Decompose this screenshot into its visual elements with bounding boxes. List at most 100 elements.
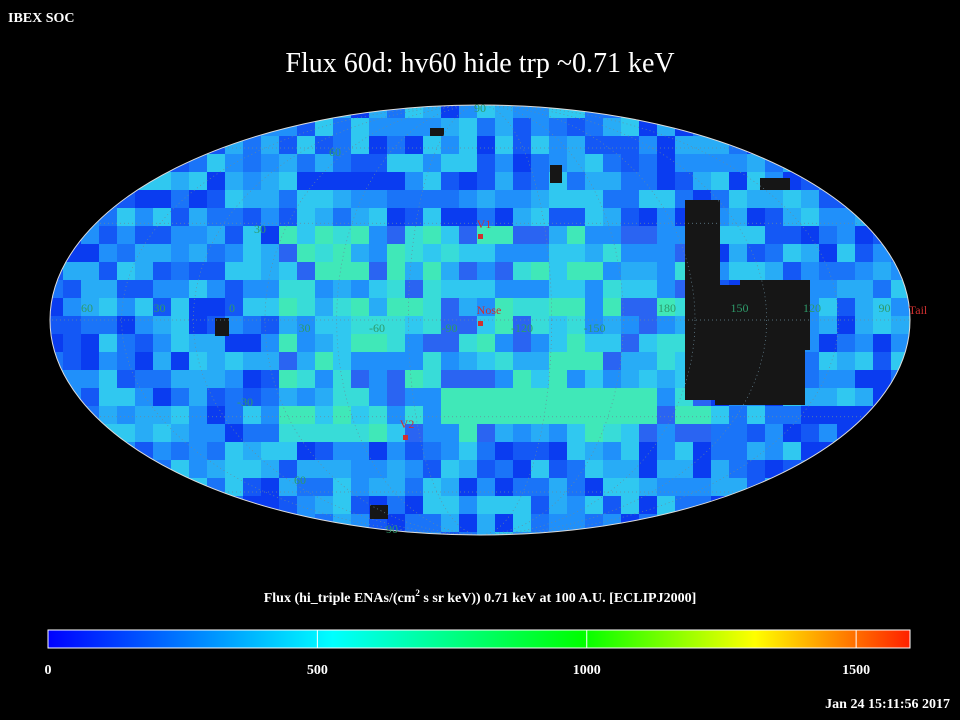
sky-pixel — [711, 478, 730, 497]
colorbar-tick-label: 1000 — [573, 663, 601, 678]
sky-pixel — [567, 262, 586, 281]
sky-pixel — [207, 154, 226, 173]
sky-pixel — [261, 105, 280, 119]
sky-pixel — [189, 244, 208, 263]
sky-pixel — [693, 406, 712, 425]
sky-pixel — [225, 478, 244, 497]
sky-pixel — [81, 154, 100, 173]
sky-pixel — [639, 154, 658, 173]
sky-pixel — [657, 406, 676, 425]
marker-label: V2 — [400, 417, 415, 431]
sky-pixel — [585, 334, 604, 353]
sky-pixel — [639, 496, 658, 515]
sky-pixel — [261, 190, 280, 209]
sky-pixel — [63, 262, 82, 281]
lat-label: 60 — [294, 473, 306, 487]
sky-pixel — [513, 208, 532, 227]
sky-pixel — [819, 244, 838, 263]
sky-pixel — [441, 136, 460, 155]
sky-pixel — [441, 532, 460, 535]
sky-pixel — [549, 370, 568, 389]
sky-pixel — [783, 514, 802, 533]
sky-pixel — [171, 190, 190, 209]
sky-pixel — [279, 208, 298, 227]
no-data — [370, 505, 388, 519]
sky-pixel — [135, 244, 154, 263]
sky-pixel — [711, 406, 730, 425]
sky-pixel — [711, 514, 730, 533]
sky-pixel — [261, 532, 280, 535]
sky-pixel — [657, 514, 676, 533]
sky-pixel — [873, 460, 892, 479]
sky-pixel — [531, 334, 550, 353]
sky-pixel — [567, 352, 586, 371]
sky-pixel — [99, 154, 118, 173]
sky-pixel — [873, 208, 892, 227]
sky-pixel — [891, 514, 910, 533]
sky-pixel — [405, 514, 424, 533]
sky-pixel — [207, 298, 226, 317]
sky-pixel — [873, 298, 892, 317]
sky-pixel — [639, 136, 658, 155]
sky-pixel — [477, 262, 496, 281]
sky-pixel — [891, 208, 910, 227]
sky-pixel — [675, 424, 694, 443]
sky-pixel — [333, 478, 352, 497]
sky-pixel — [639, 406, 658, 425]
sky-pixel — [819, 460, 838, 479]
sky-pixel — [711, 496, 730, 515]
sky-pixel — [243, 478, 262, 497]
sky-pixel — [801, 172, 820, 191]
sky-pixel — [765, 424, 784, 443]
sky-pixel — [423, 172, 442, 191]
sky-pixel — [621, 244, 640, 263]
sky-pixel — [333, 406, 352, 425]
sky-pixel — [207, 424, 226, 443]
sky-pixel — [711, 460, 730, 479]
sky-pixel — [909, 334, 910, 353]
sky-pixel — [117, 388, 136, 407]
sky-pixel — [261, 154, 280, 173]
sky-pixel — [225, 118, 244, 137]
sky-pixel — [909, 208, 910, 227]
sky-pixel — [837, 244, 856, 263]
sky-pixel — [909, 280, 910, 299]
sky-pixel — [405, 208, 424, 227]
sky-pixel — [153, 460, 172, 479]
sky-pixel — [477, 334, 496, 353]
sky-pixel — [657, 280, 676, 299]
sky-pixel — [891, 496, 910, 515]
sky-pixel — [369, 105, 388, 119]
sky-pixel — [333, 352, 352, 371]
sky-pixel — [585, 316, 604, 335]
sky-pixel — [531, 190, 550, 209]
sky-pixel — [459, 226, 478, 245]
sky-pixel — [819, 424, 838, 443]
sky-pixel — [909, 316, 910, 335]
sky-pixel — [909, 226, 910, 245]
sky-pixel — [657, 172, 676, 191]
sky-pixel — [567, 136, 586, 155]
sky-pixel — [693, 514, 712, 533]
sky-pixel — [351, 424, 370, 443]
sky-pixel — [801, 154, 820, 173]
sky-pixel — [153, 514, 172, 533]
sky-pixel — [63, 532, 82, 535]
sky-pixel — [729, 190, 748, 209]
sky-pixel — [747, 442, 766, 461]
sky-pixel — [207, 496, 226, 515]
sky-pixel — [387, 172, 406, 191]
sky-pixel — [81, 316, 100, 335]
sky-pixel — [315, 244, 334, 263]
sky-pixel — [477, 496, 496, 515]
sky-pixel — [819, 190, 838, 209]
sky-pixel — [387, 460, 406, 479]
sky-pixel — [675, 478, 694, 497]
sky-pixel — [333, 532, 352, 535]
sky-pixel — [783, 424, 802, 443]
sky-pixel — [603, 298, 622, 317]
sky-pixel — [639, 105, 658, 119]
sky-pixel — [891, 442, 910, 461]
sky-pixel — [333, 388, 352, 407]
sky-pixel — [99, 136, 118, 155]
